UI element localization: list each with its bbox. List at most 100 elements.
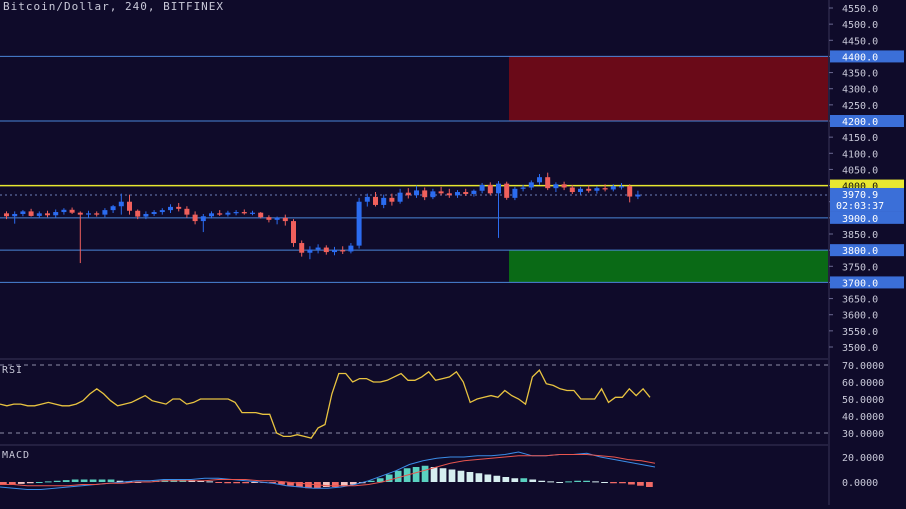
macd-hist-bar [367, 480, 375, 482]
level-badge-3900: 3900.0 [842, 214, 878, 225]
candle-body [36, 213, 42, 216]
macd-hist-bar [8, 482, 16, 485]
macd-hist-bar [98, 479, 106, 482]
rsi-tick-label: 40.0000 [842, 412, 884, 423]
macd-hist-bar [0, 482, 7, 485]
price-tick-label: 3650.0 [842, 295, 878, 306]
zones-layer [509, 56, 828, 283]
macd-hist-bar [529, 479, 537, 482]
chart-title: Bitcoin/Dollar, 240, BITFINEX [3, 0, 225, 13]
macd-hist-bar [646, 482, 653, 487]
candle-body [135, 210, 141, 217]
candle-body [373, 196, 378, 205]
macd-hist-bar [628, 482, 635, 485]
candle-body [282, 217, 288, 222]
candle-body [250, 212, 255, 214]
candle-body [348, 245, 354, 252]
macd-hist-bar [511, 478, 519, 482]
rsi-tick-label: 50.0000 [842, 395, 884, 406]
candle-body [299, 243, 305, 253]
macd-hist-bar [376, 478, 384, 482]
macd-hist-bar [475, 473, 483, 482]
candle-body [274, 217, 280, 220]
price-tick-label: 4300.0 [842, 85, 878, 96]
candle-body [184, 208, 190, 215]
macd-hist-bar [215, 482, 223, 483]
macd-hist-bar [601, 482, 608, 483]
candle-body [110, 206, 116, 211]
candle-body [61, 209, 67, 213]
level-badge-3800: 3800.0 [842, 246, 878, 257]
candle-body [217, 213, 223, 215]
candle-body [553, 184, 559, 189]
macd-hist-bar [251, 482, 258, 483]
price-tick-label: 4050.0 [842, 165, 878, 176]
level-badge-4400: 4400.0 [842, 52, 878, 63]
candle-body [569, 187, 575, 193]
macd-hist-bar [62, 480, 70, 482]
macd-hist-bar [26, 482, 34, 484]
price-tick-label: 3550.0 [842, 327, 878, 338]
price-tick-label: 4100.0 [842, 149, 878, 160]
macd-hist-bar [44, 481, 52, 483]
candle-body [381, 197, 387, 205]
macd-tick-label: 0.0000 [842, 478, 878, 489]
candle-body [479, 184, 485, 191]
candle-body [463, 192, 469, 194]
macd-hist-bar [619, 482, 626, 484]
candle-body [225, 212, 231, 215]
macd-hist-bar [197, 480, 205, 482]
macd-hist-bar [287, 482, 294, 486]
signal-line [0, 454, 656, 487]
rsi-tick-label: 70.0000 [842, 361, 884, 372]
candle-body [143, 213, 149, 217]
level-badge-3700: 3700.0 [842, 278, 878, 289]
candle-body [291, 221, 296, 244]
candle-body [340, 250, 346, 252]
candle-body [127, 201, 132, 211]
price-tick-label: 3600.0 [842, 311, 878, 322]
rsi-line [0, 369, 651, 439]
candle-body [12, 213, 18, 217]
macd-tick-label: 20.0000 [842, 453, 884, 464]
candle-body [389, 197, 395, 202]
candle-body [496, 183, 501, 194]
candle-body [315, 247, 321, 250]
level-badge-4000: 4000.0 [842, 182, 878, 193]
macd-hist-bar [107, 479, 115, 482]
candle-body [307, 249, 313, 253]
macd-hist-bar [610, 482, 617, 484]
price-tick-label: 4150.0 [842, 133, 878, 144]
level-badge-4400-bg [830, 50, 904, 63]
candle-body [471, 190, 477, 194]
macd-hist-bar [89, 479, 97, 482]
rsi-pane-label: RSI [2, 365, 24, 376]
candle-body [602, 188, 608, 190]
candle-body [53, 212, 59, 216]
macd-hist-bar [233, 482, 241, 484]
candle-body [20, 211, 26, 214]
macd-hist-bar [520, 478, 528, 482]
price-tick-label: 4450.0 [842, 36, 878, 47]
macd-hist-bar [305, 482, 312, 489]
countdown-label: 02:03:37 [836, 201, 884, 212]
macd-hist-bar [80, 479, 88, 482]
candle-body [610, 186, 616, 190]
macd-pane-label: MACD [2, 450, 31, 461]
candle-body [192, 214, 198, 222]
macd-hist-bar [556, 482, 564, 483]
candle-body [537, 177, 542, 183]
macd-hist-bar [421, 465, 429, 482]
price-tick-label: 3750.0 [842, 262, 878, 273]
candle-body [45, 213, 50, 216]
candle-body [151, 212, 157, 214]
candle-body [512, 188, 518, 198]
candle-body [209, 213, 214, 217]
candle-body [397, 192, 403, 202]
macd-hist-bar [17, 482, 25, 484]
candles-layer [4, 172, 641, 264]
candle-body [561, 184, 567, 188]
candle-body [619, 186, 624, 188]
